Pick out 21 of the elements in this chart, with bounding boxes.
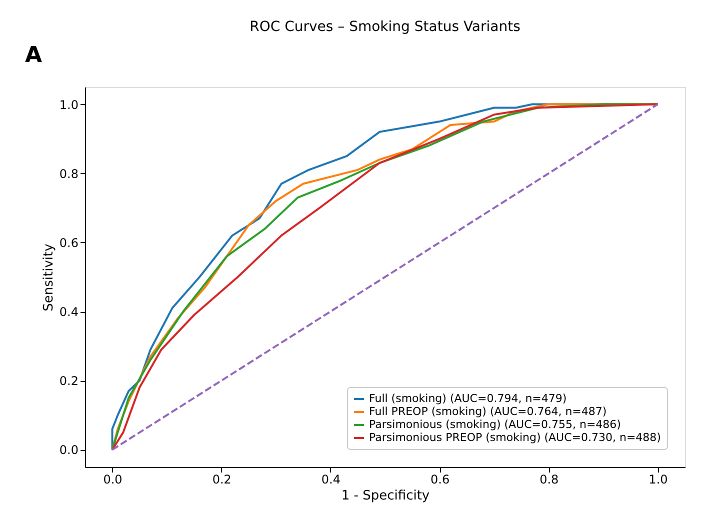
y-tick-label: 0.0: [59, 443, 78, 458]
x-tick-label: 1.0: [648, 472, 668, 486]
y-tick-label: 0.8: [59, 166, 78, 181]
x-tick-label: 0.2: [212, 472, 232, 486]
x-tick-label: 0.0: [103, 472, 122, 486]
x-tick-label: 0.6: [430, 472, 450, 486]
legend-label: Parsimonious (smoking) (AUC=0.755, n=486): [369, 418, 621, 431]
x-axis-title: 1 - Specificity: [341, 488, 430, 504]
text: A: [25, 43, 42, 68]
legend-label: Full (smoking) (AUC=0.794, n=479): [369, 392, 567, 405]
legend-label: Parsimonious PREOP (smoking) (AUC=0.730, n=488): [369, 431, 661, 444]
y-axis-title: Sensitivity: [41, 243, 56, 312]
x-tick-label: 0.4: [321, 472, 340, 486]
y-tick-label: 0.4: [59, 305, 78, 320]
y-tick-label: 0.6: [59, 236, 78, 250]
x-tick-label: 0.8: [540, 472, 559, 486]
line-series: [111, 103, 659, 451]
y-tick-label: 0.2: [59, 374, 78, 388]
chart-title: ROC Curves – Smoking Status Variants: [250, 19, 520, 35]
legend-label: Full PREOP (smoking) (AUC=0.764, n=487): [369, 405, 607, 418]
y-tick-label: 1.0: [59, 98, 78, 112]
